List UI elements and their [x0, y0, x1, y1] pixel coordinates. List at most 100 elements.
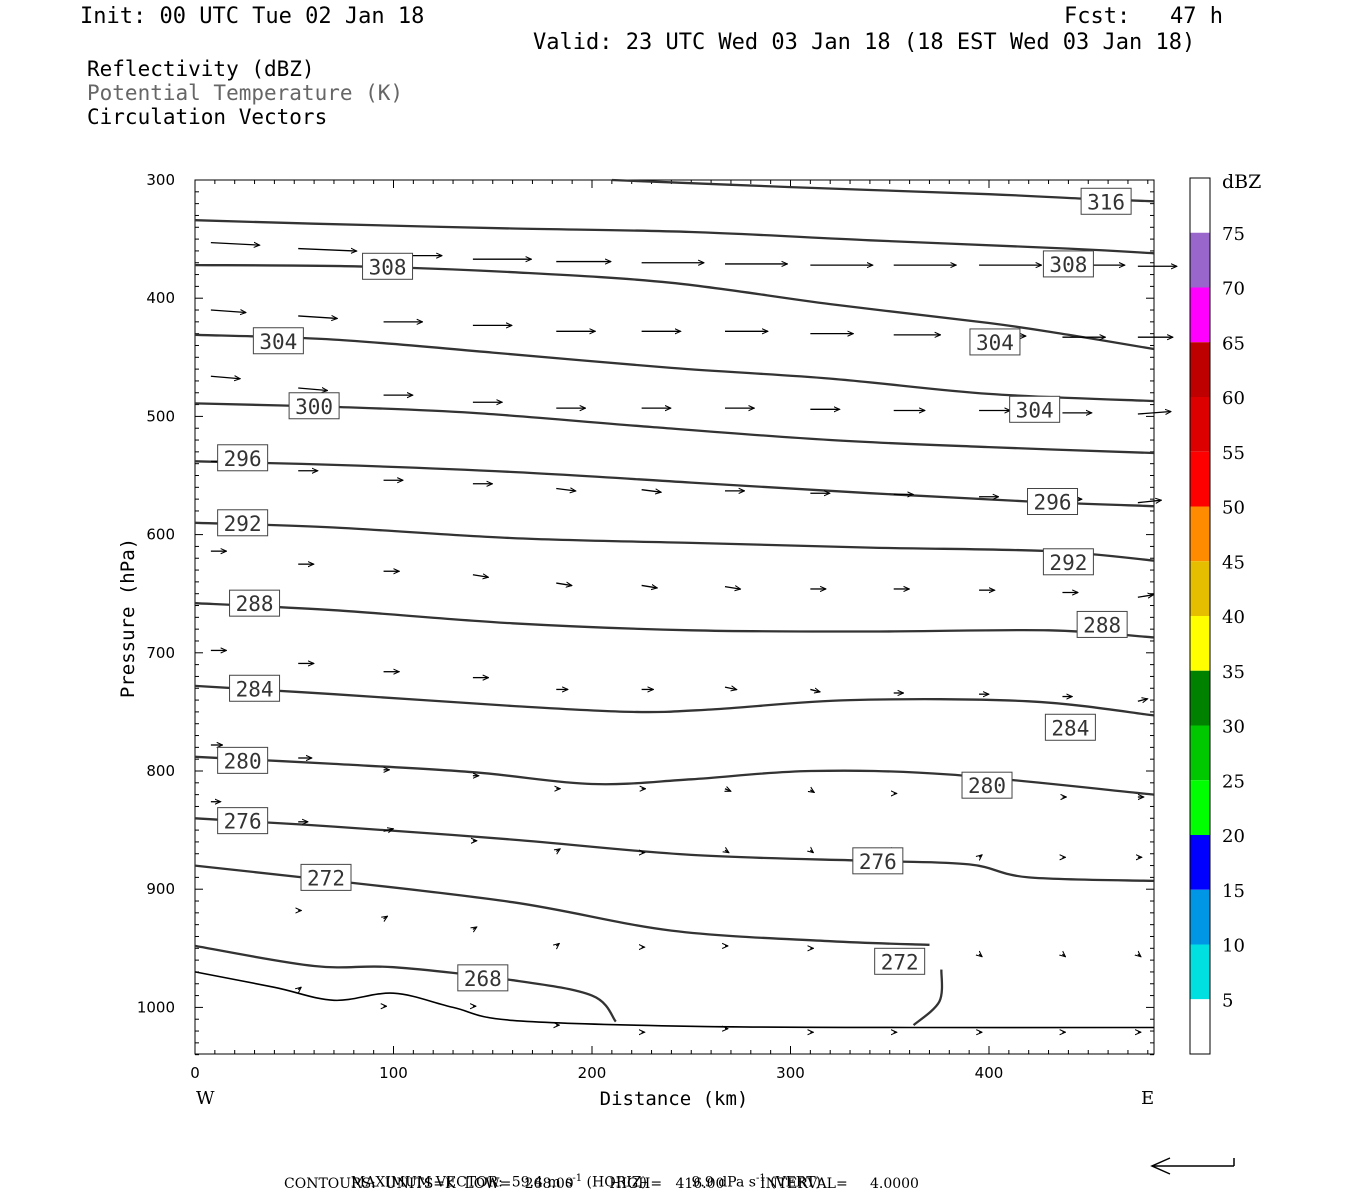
colorbar-segment: [1190, 725, 1210, 781]
contour-label-box: [252, 327, 304, 355]
colorbar-segment: [1190, 780, 1210, 835]
circulation-vector: [210, 310, 246, 313]
colorbar-tick-label: 40: [1222, 607, 1245, 628]
circulation-vector: [556, 943, 559, 946]
max-horiz-unit: (HORIZ): [586, 1174, 647, 1191]
circulation-vector: [724, 687, 737, 690]
contour-label-280: 280: [968, 774, 1006, 798]
x-axis-title: Distance (km): [600, 1088, 749, 1110]
max-horiz-value: 59.4 m s: [511, 1174, 573, 1191]
contour-label-box: [969, 328, 1021, 356]
colorbar-frame: [1189, 177, 1211, 1055]
circulation-vector: [298, 249, 357, 252]
circulation-vector: [473, 927, 477, 930]
contour-label-272: 272: [307, 866, 345, 890]
field-circulation-vectors: Circulation Vectors: [87, 105, 328, 129]
circulation-vector: [1137, 412, 1171, 415]
theta-contour-312: [194, 219, 1154, 255]
colorbar-segment: [1190, 397, 1210, 452]
x-tick-label: 100: [379, 1064, 408, 1082]
contour-label-304: 304: [976, 331, 1014, 355]
contour-label-box: [1076, 610, 1128, 638]
theta-contour-268: [194, 944, 617, 1023]
circulation-vector: [810, 689, 820, 692]
contour-label-box: [1080, 187, 1132, 215]
colorbar-segment: [1190, 944, 1210, 1000]
max-vector-line: MAXIMUM VECTOR: 59.4 m s-1 (HORIZ) 9.9 d…: [342, 1157, 821, 1191]
max-vert-exponent: -1: [755, 1173, 766, 1184]
contour-label-268: 268: [464, 967, 502, 991]
colorbar-segment: [1190, 342, 1210, 397]
circulation-vector: [724, 587, 741, 590]
contour-label-box: [1042, 250, 1094, 278]
colorbar-segment: [1190, 999, 1210, 1054]
colorbar-segment: [1190, 178, 1210, 233]
colorbar-tick-label: 60: [1222, 388, 1245, 409]
circulation-vector: [1137, 699, 1148, 702]
theta-contour-308: [194, 263, 1154, 351]
circulation-vector: [641, 490, 662, 493]
circulation-vector: [298, 388, 327, 391]
max-horiz-exponent: -1: [572, 1173, 583, 1184]
y-tick-label: 900: [146, 880, 175, 898]
colorbar-tick-label: 20: [1222, 826, 1245, 847]
contour-label-304: 304: [259, 330, 297, 354]
y-tick-label: 800: [146, 762, 175, 780]
circulation-vector: [979, 855, 982, 858]
contour-label-316: 316: [1087, 190, 1125, 214]
contour-label-308: 308: [369, 255, 407, 279]
contour-label-box: [229, 674, 281, 702]
contour-label-box: [852, 847, 904, 875]
colorbar-tick-label: 35: [1222, 662, 1245, 683]
contour-label-box: [229, 589, 281, 617]
contour-label-box: [1009, 395, 1061, 423]
colorbar-tick-label: 65: [1222, 333, 1245, 354]
colorbar-tick-label: 15: [1222, 881, 1245, 902]
circulation-vector: [556, 583, 572, 586]
field-reflectivity: Reflectivity (dBZ): [87, 57, 315, 81]
circulation-vector: [1138, 954, 1141, 957]
circulation-vector: [641, 585, 658, 588]
contour-label-296: 296: [224, 447, 262, 471]
east-label: E: [1141, 1088, 1154, 1109]
colorbar-segment: [1190, 561, 1210, 616]
init-time: Init: 00 UTC Tue 02 Jan 18: [80, 4, 425, 29]
circulation-vector: [725, 850, 729, 853]
contour-label-box: [874, 947, 926, 975]
y-axis-title: Pressure (hPa): [117, 538, 139, 698]
y-tick-label: 300: [146, 171, 175, 189]
contour-label-288: 288: [1083, 613, 1121, 637]
circulation-vector: [210, 243, 260, 246]
x-tick-label: 400: [975, 1064, 1004, 1082]
y-tick-label: 500: [146, 407, 175, 425]
circulation-vector: [383, 829, 394, 832]
theta-contour-288: [194, 602, 1154, 639]
contour-label-296: 296: [1034, 491, 1072, 515]
theta-contour-304: [194, 333, 1154, 403]
circulation-vector: [556, 849, 560, 852]
colorbar-tick-label: 30: [1222, 717, 1245, 738]
theta-contour-296: [194, 460, 1154, 508]
circulation-vector: [810, 850, 813, 853]
circulation-vector: [1062, 954, 1065, 957]
west-label: W: [196, 1088, 215, 1109]
circulation-vector: [298, 987, 301, 990]
contour-label-276: 276: [224, 810, 262, 834]
colorbar-segment: [1190, 287, 1210, 343]
colorbar-segment: [1190, 506, 1210, 562]
colorbar-tick-label: 50: [1222, 498, 1245, 519]
ground-line: [194, 971, 1154, 1029]
x-tick-label: 0: [190, 1064, 200, 1082]
colorbar-segment: [1190, 232, 1210, 288]
theta-contour-272-edge: [912, 969, 944, 1026]
max-vector-label: MAXIMUM VECTOR:: [350, 1174, 503, 1191]
y-tick-label: 700: [146, 644, 175, 662]
colorbar-tick-label: 10: [1222, 936, 1245, 957]
colorbar-tick-label: 55: [1222, 443, 1245, 464]
circulation-vector: [298, 316, 337, 319]
theta-contour-280: [194, 755, 1154, 796]
colorbar-segment: [1190, 616, 1210, 671]
plot-frame: [194, 179, 1155, 1055]
contour-label-288: 288: [236, 592, 274, 616]
